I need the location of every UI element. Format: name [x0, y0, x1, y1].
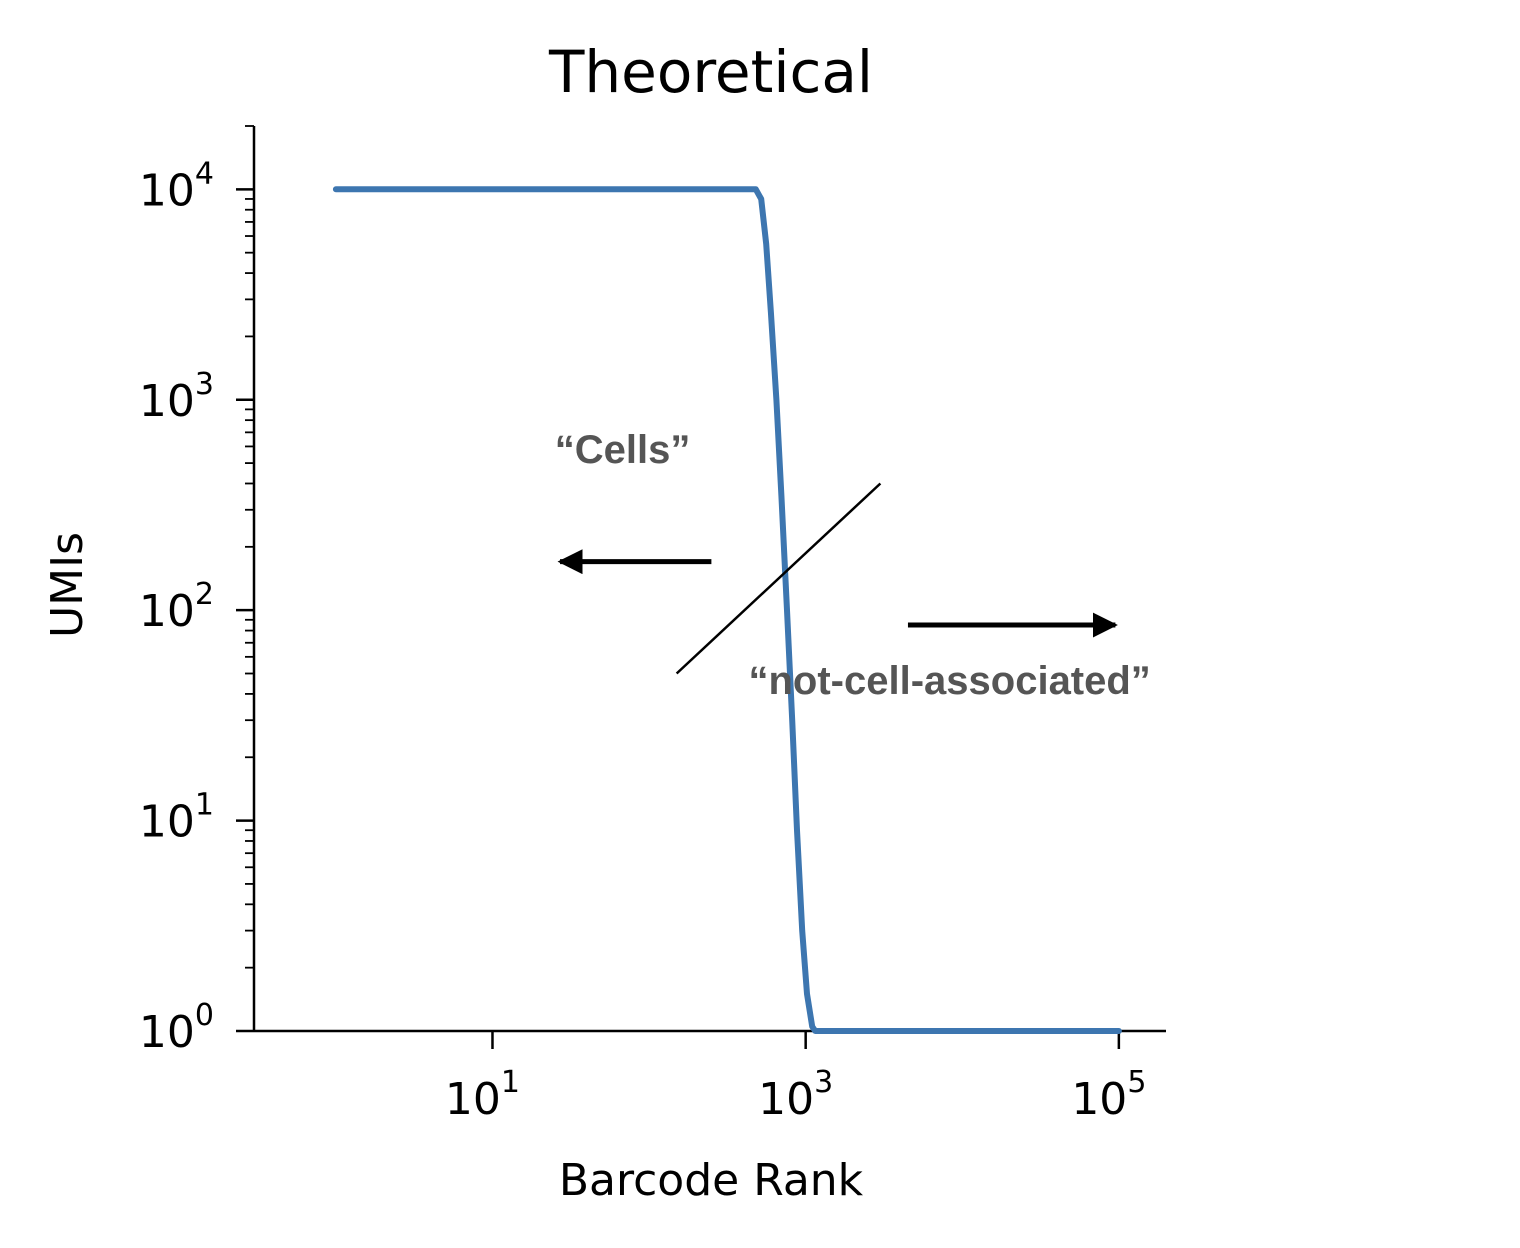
x-tick-label: 101 — [445, 1065, 520, 1125]
chart-title: Theoretical — [548, 38, 873, 106]
y-tick-base: 10 — [139, 1007, 195, 1058]
y-tick-label: 104 — [139, 156, 214, 216]
threshold-line — [675, 482, 882, 675]
y-tick-base: 10 — [139, 165, 195, 216]
y-tick-label: 101 — [139, 788, 214, 848]
x-tick-exponent: 3 — [814, 1065, 833, 1100]
y-tick-exponent: 3 — [195, 367, 214, 402]
y-tick-exponent: 4 — [195, 156, 214, 191]
not-cell-annotation: “not-cell-associated” — [748, 659, 1150, 703]
cells-annotation: “Cells” — [555, 428, 691, 472]
x-tick-exponent: 5 — [1127, 1065, 1146, 1100]
x-tick-base: 10 — [1071, 1074, 1127, 1125]
y-tick-base: 10 — [139, 376, 195, 427]
y-tick-label: 103 — [139, 367, 214, 427]
x-tick-label: 103 — [758, 1065, 833, 1125]
y-tick-label: 100 — [139, 998, 214, 1058]
y-tick-exponent: 2 — [195, 577, 214, 612]
y-axis-label: UMIs — [42, 532, 93, 638]
series-line — [332, 186, 1122, 1034]
x-tick-base: 10 — [758, 1074, 814, 1125]
y-tick-base: 10 — [139, 586, 195, 637]
y-tick-label: 102 — [139, 577, 214, 637]
x-axis-label: Barcode Rank — [559, 1155, 864, 1206]
x-tick-label: 105 — [1071, 1065, 1146, 1125]
x-tick-exponent: 1 — [501, 1065, 520, 1100]
y-tick-base: 10 — [139, 797, 195, 848]
y-tick-exponent: 1 — [195, 788, 214, 823]
y-tick-exponent: 0 — [195, 998, 214, 1033]
series-layer — [332, 186, 1122, 1034]
x-tick-base: 10 — [445, 1074, 501, 1125]
annotation-layer: “Cells” “not-cell-associated” — [555, 428, 1151, 703]
